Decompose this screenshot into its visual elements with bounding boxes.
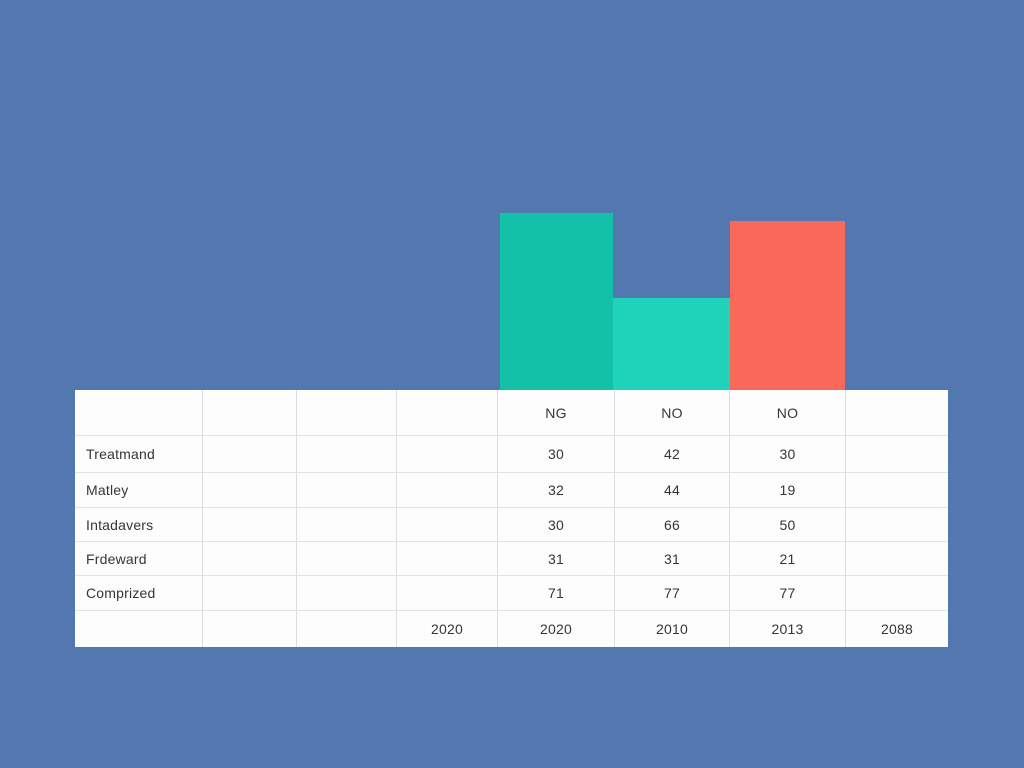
table-cell [203, 508, 297, 541]
header-cell [203, 390, 297, 435]
table-cell: 66 [615, 508, 730, 541]
footer-cell [203, 611, 297, 647]
footer-year: 2088 [881, 621, 913, 637]
bar-no-1 [613, 298, 730, 390]
footer-year: 2010 [615, 611, 730, 647]
table-cell: 19 [730, 473, 846, 507]
table-cell [297, 542, 397, 575]
table-cell: 30 [498, 508, 615, 541]
bar-no-2 [730, 221, 845, 390]
data-table: NG NO NO Treatmand 30 42 30 Matley 32 44… [75, 390, 948, 647]
table-cell: 30 [730, 436, 846, 472]
table-cell [397, 473, 498, 507]
row-label: Treatmand [75, 436, 203, 472]
table-cell [297, 576, 397, 610]
table-cell: 21 [730, 542, 846, 575]
table-row: Comprized 71 77 77 [75, 576, 948, 611]
table-cell: 77 [730, 576, 846, 610]
footer-cell [297, 611, 397, 647]
table-cell [397, 576, 498, 610]
table-cell [203, 576, 297, 610]
table-cell [203, 542, 297, 575]
table-cell: 44 [615, 473, 730, 507]
table-cell: 50 [730, 508, 846, 541]
column-header-no: NO [730, 390, 846, 435]
row-label: Frdeward [75, 542, 203, 575]
header-cell [297, 390, 397, 435]
footer-year: 2020 [397, 611, 498, 647]
table-cell [846, 576, 948, 610]
table-cell [846, 542, 948, 575]
column-header-no: NO [615, 390, 730, 435]
table-cell: 32 [498, 473, 615, 507]
table-cell [846, 473, 948, 507]
table-row: Intadavers 30 66 50 [75, 508, 948, 542]
table-cell: 71 [498, 576, 615, 610]
table-row: Treatmand 30 42 30 [75, 436, 948, 473]
table-cell [203, 436, 297, 472]
header-cell [75, 390, 203, 435]
table-cell [397, 436, 498, 472]
table-cell [397, 508, 498, 541]
column-header-ng: NG [498, 390, 615, 435]
table-footer-row: 2020 2020 2010 2013 2088 [75, 611, 948, 647]
table-row: Matley 32 44 19 [75, 473, 948, 508]
footer-year: 2013 [730, 611, 846, 647]
footer-cell [75, 611, 203, 647]
table-cell [397, 542, 498, 575]
table-header-row: NG NO NO [75, 390, 948, 436]
table-cell [846, 436, 948, 472]
row-label: Comprized [75, 576, 203, 610]
table-cell: 77 [615, 576, 730, 610]
row-label: Intadavers [75, 508, 203, 541]
table-row: Frdeward 31 31 21 [75, 542, 948, 576]
row-label: Matley [75, 473, 203, 507]
table-cell: 42 [615, 436, 730, 472]
table-cell [297, 508, 397, 541]
table-cell: 31 [498, 542, 615, 575]
table-cell [297, 436, 397, 472]
table-cell [297, 473, 397, 507]
table-cell: 30 [498, 436, 615, 472]
footer-year: 2020 [498, 611, 615, 647]
bar-ng [500, 213, 613, 390]
table-cell: 31 [615, 542, 730, 575]
table-cell [203, 473, 297, 507]
header-cell [397, 390, 498, 435]
header-cell [846, 390, 948, 435]
table-cell [846, 508, 948, 541]
